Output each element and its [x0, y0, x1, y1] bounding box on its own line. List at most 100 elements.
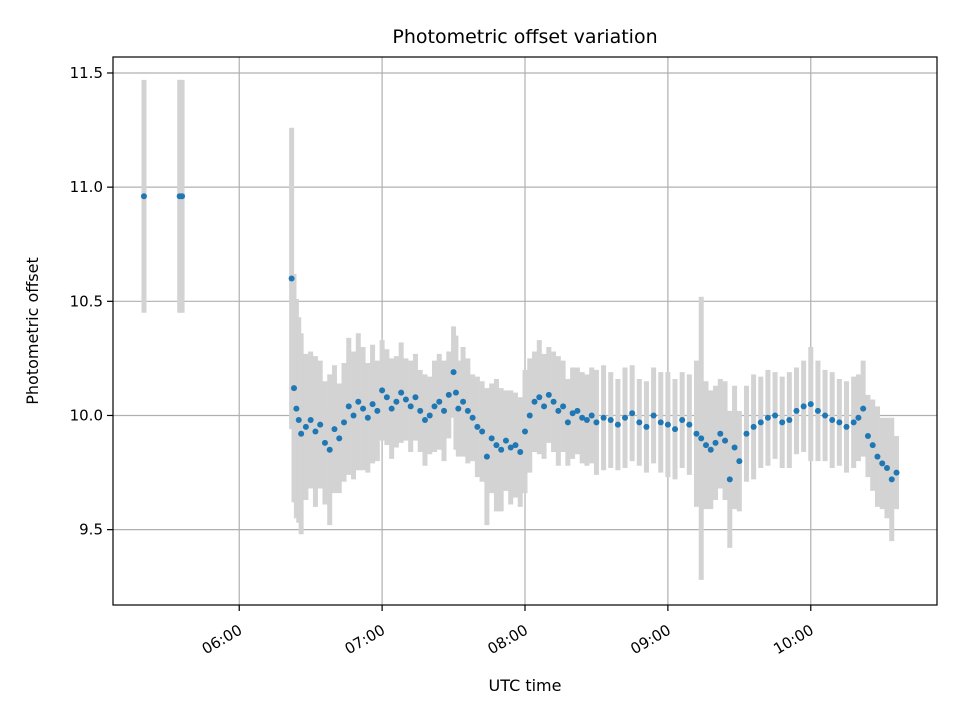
data-point	[288, 275, 295, 282]
data-point	[879, 460, 886, 467]
data-point	[526, 412, 533, 419]
data-point	[793, 407, 800, 414]
data-point	[452, 389, 459, 396]
data-point	[722, 437, 729, 444]
data-point	[312, 428, 319, 435]
y-tick-label: 11.5	[70, 64, 103, 82]
data-point	[531, 398, 538, 405]
data-point	[657, 419, 664, 426]
data-point	[326, 446, 333, 453]
data-point	[698, 435, 705, 442]
data-point	[507, 444, 514, 451]
y-tick-label: 9.5	[79, 521, 103, 539]
data-point	[686, 421, 693, 428]
data-point	[569, 410, 576, 417]
data-point	[512, 442, 519, 449]
data-point	[321, 439, 328, 446]
data-point	[517, 449, 524, 456]
data-point	[726, 476, 733, 483]
data-point	[643, 423, 650, 430]
data-point	[350, 412, 357, 419]
data-point	[893, 469, 900, 476]
data-point	[757, 419, 764, 426]
data-point	[302, 423, 309, 430]
data-point	[398, 389, 405, 396]
data-point	[388, 405, 395, 412]
data-point	[717, 430, 724, 437]
data-point	[800, 403, 807, 410]
data-point	[483, 453, 490, 460]
data-point	[140, 193, 147, 200]
data-point	[855, 414, 862, 421]
data-point	[850, 419, 857, 426]
data-point	[588, 412, 595, 419]
data-point	[636, 419, 643, 426]
data-point	[290, 385, 297, 392]
data-point	[293, 405, 300, 412]
data-point	[469, 414, 476, 421]
data-point	[460, 398, 467, 405]
data-point	[731, 444, 738, 451]
data-point	[360, 405, 367, 412]
data-point	[179, 193, 186, 200]
data-point	[574, 407, 581, 414]
data-point	[407, 403, 414, 410]
data-point	[579, 414, 586, 421]
data-point	[369, 401, 376, 408]
data-point	[493, 442, 500, 449]
data-point	[450, 369, 457, 376]
data-point	[402, 396, 409, 403]
x-axis-label: UTC time	[489, 676, 562, 695]
y-tick-label: 10.0	[70, 406, 103, 424]
data-point	[836, 419, 843, 426]
data-point	[412, 394, 419, 401]
data-point	[345, 403, 352, 410]
data-point	[786, 417, 793, 424]
data-point	[421, 417, 428, 424]
data-point	[445, 391, 452, 398]
data-point	[555, 407, 562, 414]
data-point	[550, 398, 557, 405]
data-point	[772, 412, 779, 419]
data-point	[417, 407, 424, 414]
y-axis-ticks: 9.5 10.0 10.5 11.0 11.5	[70, 64, 113, 539]
data-point	[743, 430, 750, 437]
data-point	[295, 417, 302, 424]
data-point	[498, 446, 505, 453]
data-point	[355, 398, 362, 405]
data-point	[600, 414, 607, 421]
data-point	[822, 412, 829, 419]
data-point	[869, 442, 876, 449]
data-point	[702, 442, 709, 449]
data-point	[860, 405, 867, 412]
data-point	[541, 403, 548, 410]
data-point	[488, 435, 495, 442]
y-tick-label: 10.5	[70, 292, 103, 310]
data-point	[431, 403, 438, 410]
data-point	[307, 417, 314, 424]
data-point	[622, 414, 629, 421]
data-point	[331, 426, 338, 433]
data-point	[583, 417, 590, 424]
data-point	[379, 387, 386, 394]
data-point	[664, 421, 671, 428]
data-point	[560, 403, 567, 410]
data-point	[364, 414, 371, 421]
data-point	[536, 394, 543, 401]
data-point	[888, 476, 895, 483]
data-point	[843, 423, 850, 430]
data-point	[707, 446, 714, 453]
data-point	[807, 401, 814, 408]
data-point	[829, 417, 836, 424]
data-point	[712, 439, 719, 446]
data-point	[679, 417, 686, 424]
data-point	[593, 419, 600, 426]
data-point	[750, 423, 757, 430]
data-point	[814, 407, 821, 414]
data-point	[298, 430, 305, 437]
data-point	[864, 433, 871, 440]
data-point	[564, 419, 571, 426]
data-point	[317, 421, 324, 428]
data-point	[614, 421, 621, 428]
data-point	[393, 398, 400, 405]
